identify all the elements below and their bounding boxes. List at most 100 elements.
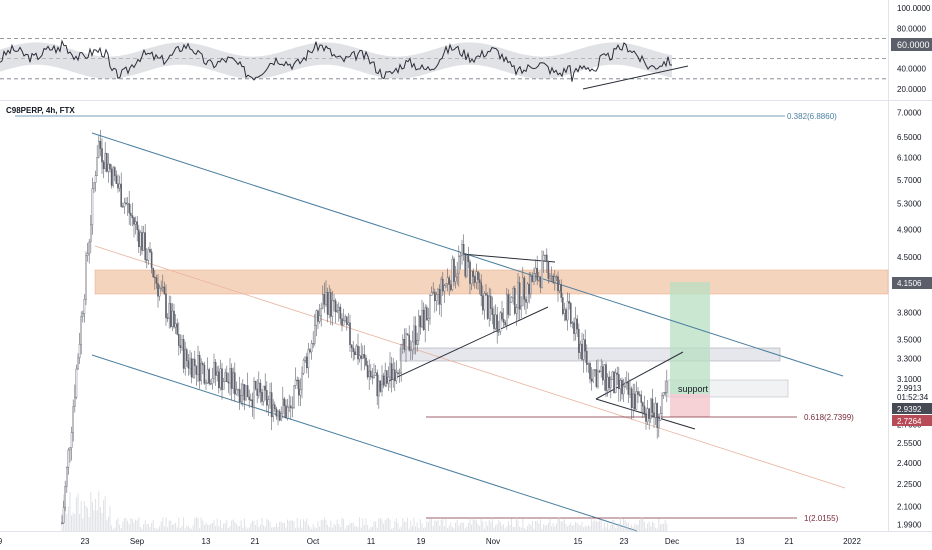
price-tick-label: 3.3000 xyxy=(897,355,922,364)
candle-body xyxy=(141,232,143,251)
candle-body xyxy=(288,405,291,408)
volume-bar xyxy=(338,523,340,531)
volume-bar xyxy=(243,518,245,531)
volume-bar xyxy=(381,519,383,531)
volume-bar xyxy=(360,527,362,531)
volume-bar xyxy=(232,519,234,531)
candle-body xyxy=(451,258,454,290)
volume-bar xyxy=(256,519,258,531)
volume-bar xyxy=(295,528,297,531)
volume-bar xyxy=(79,513,81,531)
candle-body xyxy=(590,378,593,382)
candle-body xyxy=(541,260,543,288)
volume-bar xyxy=(496,523,498,531)
wedge-lower-line[interactable] xyxy=(595,398,696,430)
candle-body xyxy=(598,370,601,373)
volume-bar xyxy=(456,519,458,531)
candle-body xyxy=(646,408,649,422)
candle-body xyxy=(528,283,530,295)
volume-bar xyxy=(642,517,644,531)
price-tick-label: 7.0000 xyxy=(897,108,922,117)
candle-body xyxy=(310,343,313,353)
volume-bar xyxy=(239,526,241,531)
rsi-tick-label: 40.0000 xyxy=(897,65,926,74)
candle-body xyxy=(131,215,134,218)
price-tick-label: 3.1000 xyxy=(897,375,922,384)
candle-body xyxy=(118,183,121,189)
candle-body xyxy=(238,389,241,402)
volume-bar xyxy=(175,522,177,531)
volume-bar xyxy=(91,501,93,531)
candle-body xyxy=(504,322,507,326)
price-tick-label: 6.1000 xyxy=(897,154,922,163)
volume-bar xyxy=(551,526,553,531)
channel-mid-line[interactable] xyxy=(94,245,846,489)
volume-bar xyxy=(72,512,74,531)
candle-body xyxy=(193,359,196,366)
volume-bar xyxy=(219,520,221,531)
candle-body xyxy=(571,322,574,324)
candle-body xyxy=(181,339,183,348)
candle-body xyxy=(267,399,270,406)
volume-bar xyxy=(495,525,497,531)
stop-zone[interactable] xyxy=(670,394,710,417)
candle-body xyxy=(520,305,522,310)
volume-bar xyxy=(328,527,330,531)
volume-bar xyxy=(210,524,212,531)
candle-body xyxy=(469,261,471,284)
candle-body xyxy=(398,372,401,374)
volume-bar xyxy=(74,514,76,531)
volume-bar xyxy=(146,524,148,531)
volume-bar xyxy=(576,523,578,531)
candle-body xyxy=(584,339,586,352)
candle-body xyxy=(347,322,350,325)
candle-body xyxy=(126,203,129,205)
candle-body xyxy=(382,375,385,386)
volume-bar xyxy=(226,519,228,531)
candle-body xyxy=(658,420,660,428)
volume-bar xyxy=(408,528,410,531)
candle-body xyxy=(573,322,575,334)
candle-body xyxy=(217,371,220,389)
price-tick-label: 4.5000 xyxy=(897,253,922,262)
candle-body xyxy=(169,303,172,327)
volume-bar xyxy=(509,524,511,531)
candle-body xyxy=(214,362,217,376)
consolidation-zone[interactable] xyxy=(399,347,781,362)
triangle-top-line[interactable] xyxy=(461,253,556,263)
candle-body xyxy=(253,380,255,408)
volume-bar xyxy=(419,519,421,531)
candle-body xyxy=(240,395,243,402)
volume-bar xyxy=(320,519,322,531)
volume-bar xyxy=(111,525,113,531)
rsi-trendline[interactable] xyxy=(582,65,689,90)
candle-body xyxy=(626,382,628,384)
volume-bar xyxy=(595,521,597,531)
volume-bar xyxy=(82,518,84,531)
candle-body xyxy=(574,318,577,334)
candle-body xyxy=(408,334,411,351)
candle-body xyxy=(358,355,361,360)
volume-bar xyxy=(261,517,263,531)
volume-bar xyxy=(575,521,577,531)
rsi-band xyxy=(0,42,672,79)
channel-lower-line[interactable] xyxy=(91,354,638,532)
rsi-band-area xyxy=(0,42,672,79)
candle-body xyxy=(254,380,257,390)
volume-bar xyxy=(88,517,90,531)
candle-body xyxy=(613,371,615,393)
volume-bar xyxy=(426,520,428,531)
candle-body xyxy=(560,284,562,298)
candle-body xyxy=(477,271,479,280)
candle-body xyxy=(326,292,329,315)
volume-bar xyxy=(483,528,485,531)
low-price-label: 2.7264 xyxy=(897,417,922,426)
volume-bar xyxy=(213,520,215,531)
volume-bar xyxy=(379,517,381,531)
resistance-zone[interactable] xyxy=(94,269,889,295)
candle-body xyxy=(274,404,276,410)
triangle-lower-line[interactable] xyxy=(377,306,549,387)
target-zone[interactable] xyxy=(670,282,710,394)
volume-bar xyxy=(253,521,255,531)
candle-body xyxy=(406,333,409,336)
